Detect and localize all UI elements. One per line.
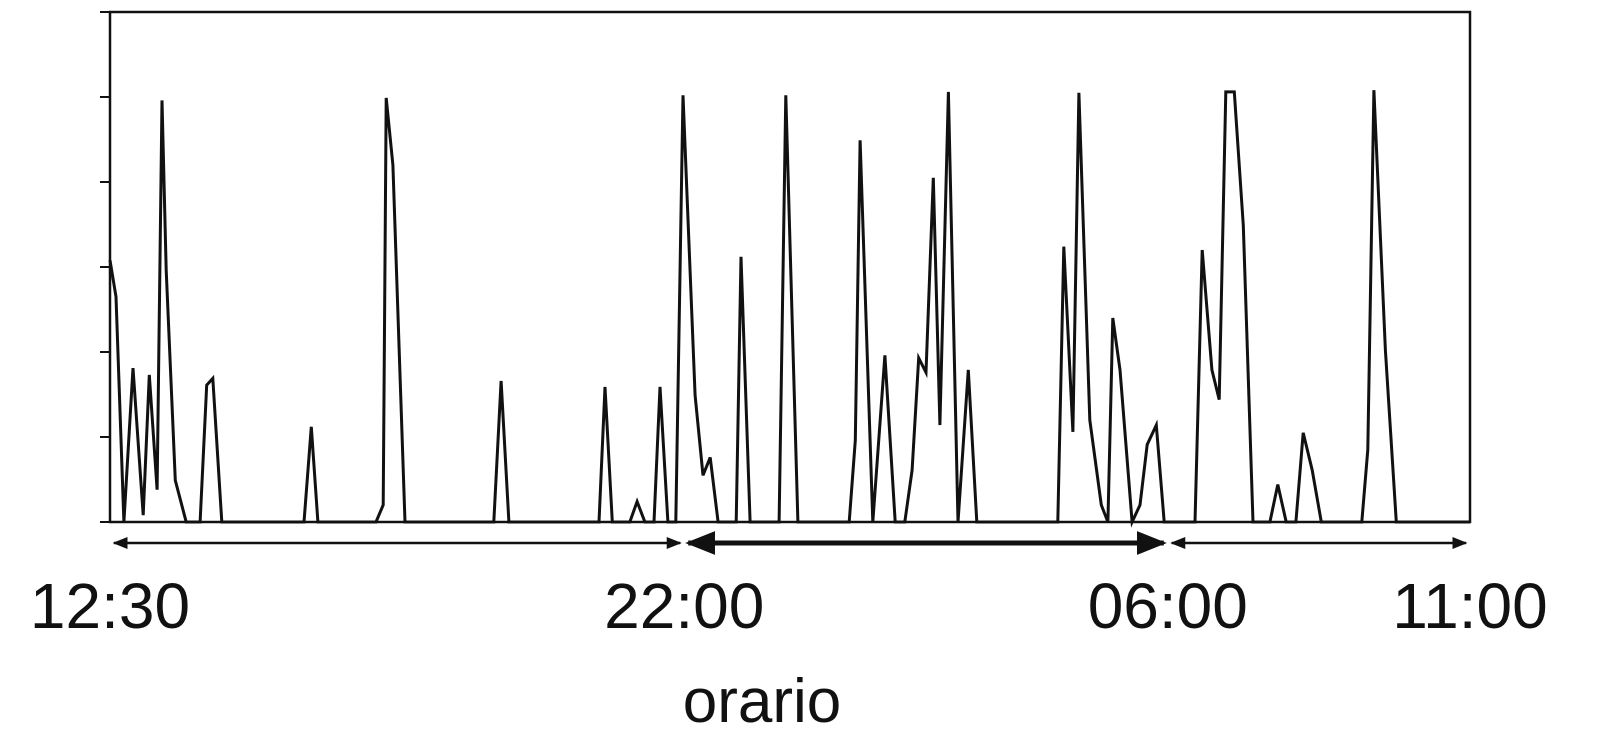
x-tick-label: 06:00 xyxy=(1088,570,1248,642)
x-axis-title: orario xyxy=(683,667,842,736)
x-tick-label: 12:30 xyxy=(30,570,190,642)
activity-line xyxy=(108,90,1470,528)
x-tick-label: 11:00 xyxy=(1392,570,1547,642)
x-tick-label: 22:00 xyxy=(604,570,764,642)
